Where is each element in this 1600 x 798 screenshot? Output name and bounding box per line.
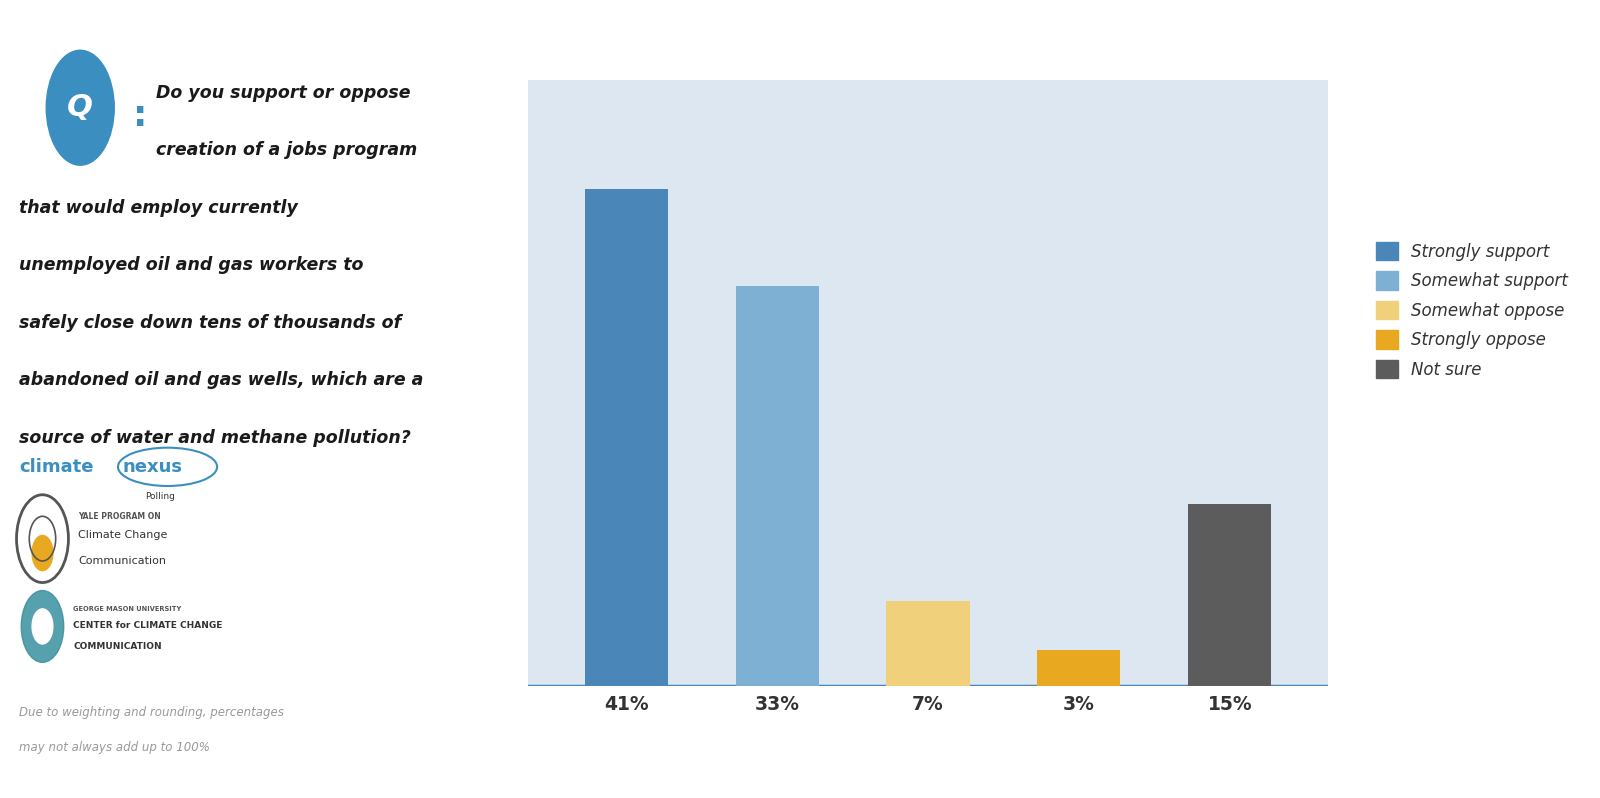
Text: Due to weighting and rounding, percentages: Due to weighting and rounding, percentag… xyxy=(19,706,283,719)
Text: YALE PROGRAM ON: YALE PROGRAM ON xyxy=(78,512,160,521)
Text: COMMUNICATION: COMMUNICATION xyxy=(74,642,162,651)
Text: safely close down tens of thousands of: safely close down tens of thousands of xyxy=(19,314,402,332)
Text: Q: Q xyxy=(67,93,93,122)
Text: may not always add up to 100%: may not always add up to 100% xyxy=(19,741,210,753)
Legend: Strongly support, Somewhat support, Somewhat oppose, Strongly oppose, Not sure: Strongly support, Somewhat support, Some… xyxy=(1376,242,1568,378)
Bar xyxy=(1037,650,1120,686)
Circle shape xyxy=(32,535,53,571)
Bar xyxy=(584,189,667,686)
Text: GEORGE MASON UNIVERSITY: GEORGE MASON UNIVERSITY xyxy=(74,606,181,612)
Text: Climate Change: Climate Change xyxy=(78,530,168,539)
Circle shape xyxy=(21,591,64,662)
Bar xyxy=(886,602,970,686)
Bar xyxy=(1189,504,1272,686)
Circle shape xyxy=(32,609,53,644)
Text: unemployed oil and gas workers to: unemployed oil and gas workers to xyxy=(19,256,363,275)
Text: Polling: Polling xyxy=(146,492,176,501)
Text: nexus: nexus xyxy=(123,458,182,476)
Text: source of water and methane pollution?: source of water and methane pollution? xyxy=(19,429,411,447)
Circle shape xyxy=(46,50,114,165)
Text: CENTER for CLIMATE CHANGE: CENTER for CLIMATE CHANGE xyxy=(74,621,222,630)
Text: :: : xyxy=(133,99,147,132)
Text: creation of a jobs program: creation of a jobs program xyxy=(155,141,418,160)
Text: that would employ currently: that would employ currently xyxy=(19,199,298,217)
Text: abandoned oil and gas wells, which are a: abandoned oil and gas wells, which are a xyxy=(19,371,424,389)
Text: Communication: Communication xyxy=(78,556,166,567)
Text: climate: climate xyxy=(19,458,93,476)
Text: Do you support or oppose: Do you support or oppose xyxy=(155,84,410,102)
Bar xyxy=(736,286,819,686)
